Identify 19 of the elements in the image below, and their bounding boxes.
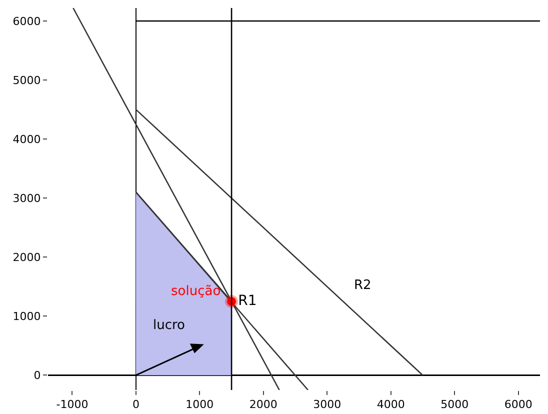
x-tick-label: -1000	[56, 398, 88, 412]
x-tick-label: 3000	[313, 398, 342, 412]
y-tick-label: 2000	[12, 251, 41, 264]
annotation: solução	[171, 284, 221, 299]
x-tick-label: 2000	[249, 398, 278, 412]
x-tick-label: 1000	[186, 398, 214, 412]
x-tick-label: 4000	[376, 398, 405, 412]
y-tick-label: 0	[34, 369, 41, 382]
y-tick-label: 4000	[12, 132, 41, 146]
x-tick-label: 6000	[504, 398, 532, 412]
y-tick-label: 3000	[12, 192, 41, 205]
x-tick-label: 5000	[440, 398, 469, 412]
y-tick-label: 6000	[12, 14, 41, 28]
x-tick-label: 0	[132, 398, 140, 412]
series-label: R1	[238, 292, 257, 309]
y-tick-label: 1000	[12, 310, 41, 324]
annotation: lucro	[153, 318, 186, 333]
y-tick-label: 5000	[12, 74, 41, 87]
annotation: R2	[354, 278, 372, 293]
